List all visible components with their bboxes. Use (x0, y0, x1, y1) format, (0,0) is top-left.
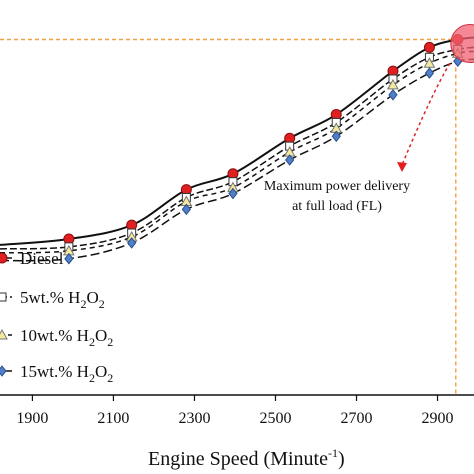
series-4-point (181, 203, 191, 216)
series-lines (0, 36, 474, 262)
series-4-point (388, 88, 398, 101)
series-4-point (64, 252, 74, 265)
x-tick-label: 2700 (341, 410, 373, 427)
series-line-1 (0, 36, 474, 246)
reference-lines (0, 38, 457, 395)
legend-marker-1 (0, 252, 8, 264)
max-power-highlight (397, 24, 474, 172)
series-4-point (331, 130, 341, 143)
legend-label-3: 10wt.% H2O2 (20, 326, 113, 349)
annotation-line-2: at full load (FL) (292, 199, 382, 214)
x-tick-label: 1900 (16, 410, 48, 427)
legend-label-4: 15wt.% H2O2 (20, 362, 113, 385)
x-axis-title-superscript: -1 (328, 446, 338, 460)
annotation-arrow-head (397, 162, 407, 172)
legend-marker-2 (0, 292, 7, 302)
x-tick-label: 2100 (97, 410, 129, 427)
legend-label-2: 5wt.% H2O2 (20, 288, 105, 311)
legend-marker-3 (0, 328, 8, 340)
annotation-arrow (401, 63, 451, 166)
series-line-3 (0, 50, 474, 254)
x-tick-label: 2900 (422, 410, 454, 427)
series-3-point (387, 78, 399, 90)
series-4-point (127, 237, 137, 249)
legend-marker-4 (0, 365, 7, 377)
legend: Diesel 5wt.% H2O2 10wt.% H2O2 15wt.% H2O2 (0, 249, 113, 385)
highlight-circle (450, 24, 474, 63)
x-axis-title: Engine Speed (Minute-1) (148, 446, 345, 470)
series-markers (63, 34, 464, 265)
annotation-line-1: Maximum power delivery (264, 179, 410, 194)
x-ticks: 1900 2100 2300 2500 2700 2900 (16, 395, 454, 427)
series-4-point (424, 67, 435, 79)
x-tick-label: 2300 (178, 410, 210, 427)
series-4-point (228, 187, 238, 200)
series-line-4 (0, 58, 474, 262)
series-1-point (423, 41, 435, 53)
series-4-point (285, 154, 295, 166)
legend-label-1: Diesel (20, 249, 64, 268)
series-3-point (423, 57, 436, 68)
x-tick-label: 2500 (259, 410, 291, 427)
x-axis-title-close: ) (338, 448, 345, 470)
